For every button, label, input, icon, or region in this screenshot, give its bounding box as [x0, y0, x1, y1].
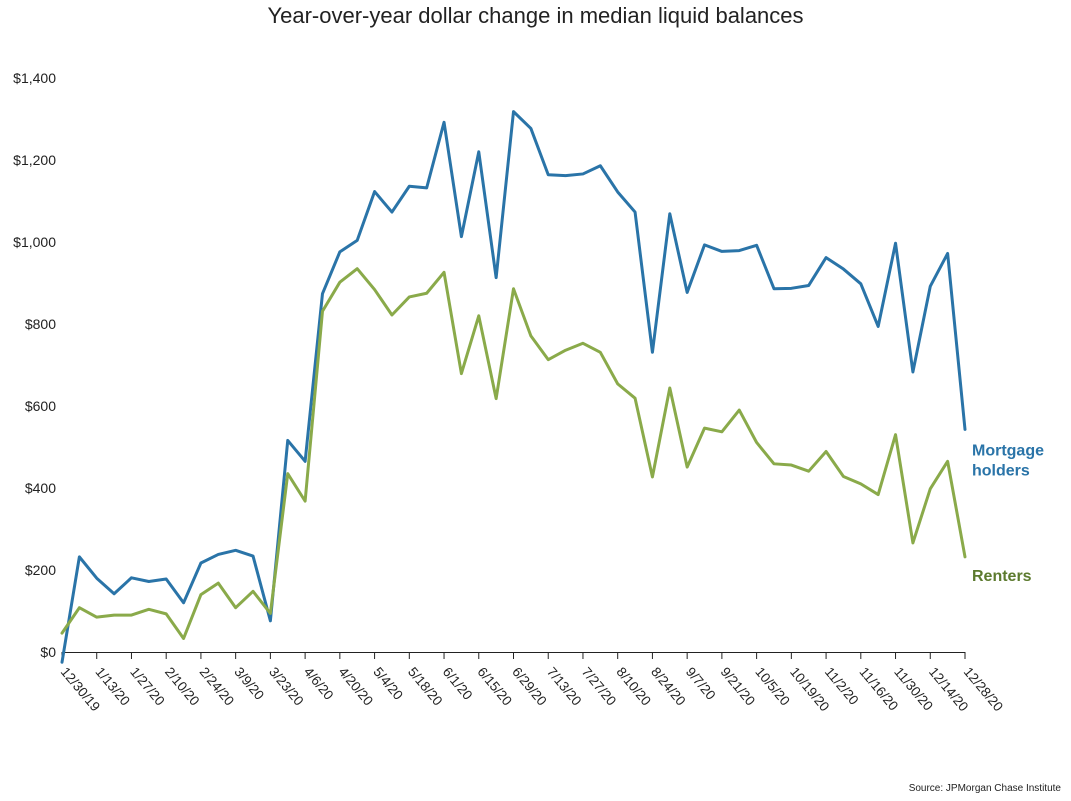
y-tick-label: $800 — [25, 316, 56, 332]
x-tick-label: 2/10/20 — [162, 664, 202, 708]
x-tick-label: 6/29/20 — [509, 664, 549, 708]
x-tick-label: 3/23/20 — [266, 664, 306, 708]
x-tick-label: 9/21/20 — [718, 664, 758, 708]
x-tick-label: 8/24/20 — [648, 664, 688, 708]
y-tick-label: $1,200 — [13, 152, 56, 168]
chart-title: Year-over-year dollar change in median l… — [267, 3, 804, 28]
x-tick-label: 8/10/20 — [613, 664, 653, 708]
x-tick-label: 10/5/20 — [752, 664, 792, 708]
x-tick-label: 7/13/20 — [544, 664, 584, 708]
y-tick-label: $400 — [25, 480, 56, 496]
x-tick-label: 6/15/20 — [474, 664, 514, 708]
series-line-mortgage-holders — [60, 110, 967, 664]
y-tick-label: $200 — [25, 562, 56, 578]
series-labels: Mortgage holders Renters — [972, 442, 1044, 585]
x-axis: 12/30/191/13/201/27/202/10/202/24/203/9/… — [58, 652, 1006, 714]
y-tick-label: $0 — [40, 644, 56, 660]
x-tick-label: 4/20/20 — [336, 664, 376, 708]
series-line-renters — [60, 267, 967, 640]
x-tick-label: 1/27/20 — [127, 664, 167, 708]
series-label: Mortgage — [972, 442, 1044, 459]
x-tick-label: 5/18/20 — [405, 664, 445, 708]
y-axis: $1,400 $1,200 $1,000 $800 $600 $400 $200 $0 — [13, 70, 56, 660]
y-tick-label: $1,400 — [13, 70, 56, 86]
series-label: holders — [972, 462, 1030, 479]
y-tick-label: $600 — [25, 398, 56, 414]
series-label: Renters — [972, 568, 1032, 585]
x-tick-label: 2/24/20 — [197, 664, 237, 708]
series-layer — [60, 110, 967, 664]
y-tick-label: $1,000 — [13, 234, 56, 250]
source-note: Source: JPMorgan Chase Institute — [908, 783, 1061, 794]
x-tick-label: 7/27/20 — [579, 664, 619, 708]
